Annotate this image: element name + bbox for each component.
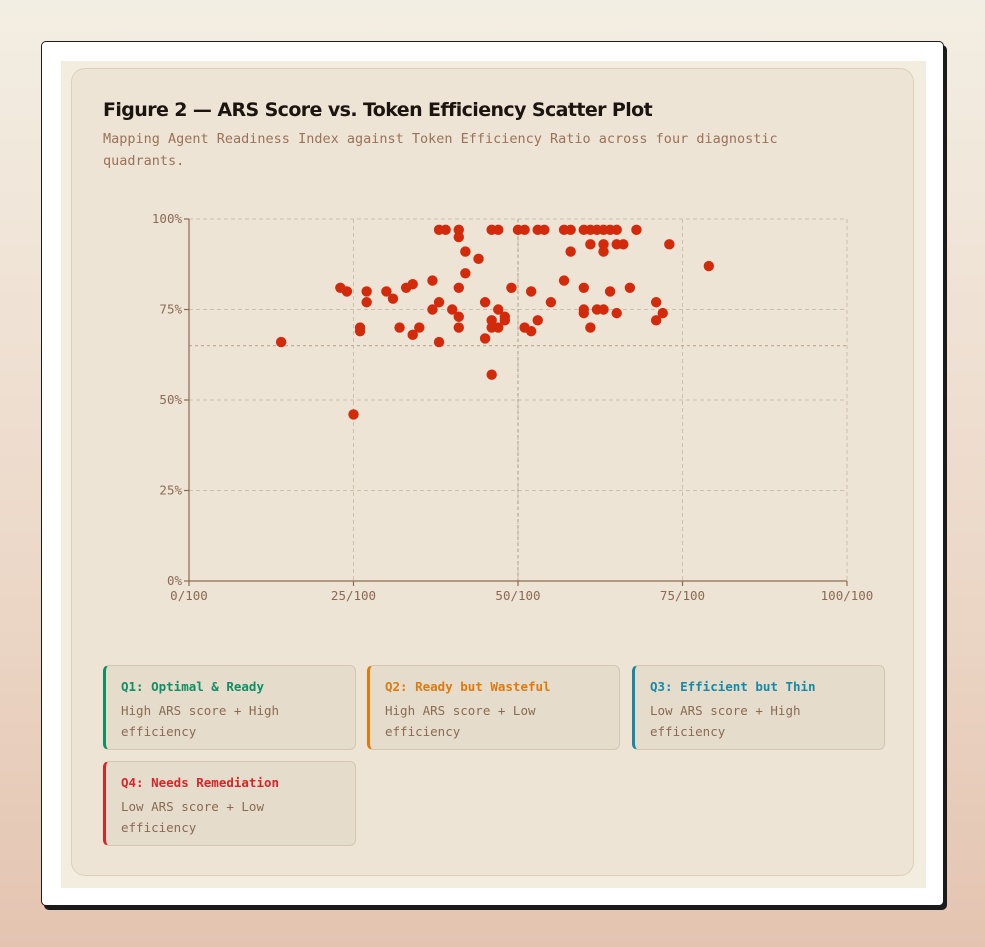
y-tick-label: 100% <box>152 211 183 226</box>
data-point <box>493 304 504 315</box>
data-point <box>519 224 530 236</box>
data-point <box>506 282 517 293</box>
y-tick-label: 75% <box>159 302 182 317</box>
tick-labels: 0% 25% 50% 75% 100% 0/100 25/100 50/100 75/100 10… <box>152 211 873 603</box>
data-point <box>703 260 715 272</box>
figure-title: Figure 2 — ARS Score vs. Token Efficienc… <box>103 99 653 121</box>
data-point <box>499 315 511 326</box>
data-point <box>585 239 596 250</box>
data-point <box>578 307 589 319</box>
y-tick-label: 25% <box>159 483 182 498</box>
x-tick-label: 100/100 <box>821 588 874 603</box>
data-point <box>427 275 438 286</box>
legend-q2: Q2: Ready but Wasteful High ARS score + … <box>367 665 620 750</box>
y-tick-label: 50% <box>159 392 182 407</box>
x-tick-label: 0/100 <box>170 588 208 603</box>
data-point <box>578 282 589 293</box>
data-point <box>565 246 576 257</box>
data-point <box>558 275 570 286</box>
legend-q2-desc: High ARS score + Low efficiency <box>385 703 536 739</box>
data-point <box>453 282 464 293</box>
data-point <box>433 297 445 308</box>
data-point <box>414 322 425 333</box>
legend-q1-label: Q1: Optimal & Ready <box>121 679 264 694</box>
data-point <box>440 224 451 236</box>
legend-q1: Q1: Optimal & Ready High ARS score + Hig… <box>103 665 356 750</box>
legend-q3: Q3: Efficient but Thin Low ARS score + H… <box>632 665 885 750</box>
data-point <box>525 286 537 297</box>
data-point <box>565 224 576 236</box>
data-point <box>618 239 629 250</box>
data-point <box>493 224 504 236</box>
x-tick-label: 50/100 <box>495 588 540 603</box>
data-point <box>381 286 392 297</box>
data-point <box>611 224 622 236</box>
data-point <box>493 322 504 333</box>
data-point <box>611 307 622 319</box>
data-point <box>539 224 550 236</box>
data-point <box>650 297 662 308</box>
data-point <box>479 297 491 308</box>
legend-q1-desc: High ARS score + High efficiency <box>121 703 280 739</box>
legend-q4: Q4: Needs Remediation Low ARS score + Lo… <box>103 761 356 846</box>
data-point <box>460 268 471 279</box>
window-frame: Figure 2 — ARS Score vs. Token Efficienc… <box>41 41 944 906</box>
x-tick-label: 75/100 <box>660 588 705 603</box>
data-point <box>354 326 366 337</box>
data-point <box>407 329 418 341</box>
data-point <box>387 293 399 304</box>
data-point <box>433 336 445 348</box>
data-point <box>407 278 418 290</box>
data-point <box>657 307 668 319</box>
data-point <box>585 322 596 333</box>
data-point <box>631 224 642 236</box>
figure-card: Figure 2 — ARS Score vs. Token Efficienc… <box>71 68 914 876</box>
data-point <box>525 326 537 337</box>
data-point <box>460 246 471 257</box>
data-point <box>341 286 353 297</box>
data-point <box>664 239 675 250</box>
scatter-plot: 0% 25% 50% 75% 100% 0/100 25/100 50/100 75/100 10… <box>152 211 873 603</box>
data-point <box>361 286 372 297</box>
data-point <box>453 231 464 243</box>
data-point <box>624 282 636 293</box>
page-background: Figure 2 — ARS Score vs. Token Efficienc… <box>61 61 926 888</box>
data-point <box>486 315 497 326</box>
data-point <box>361 297 372 308</box>
data-point <box>479 333 491 344</box>
data-points <box>275 224 715 420</box>
legend-q2-label: Q2: Ready but Wasteful <box>385 679 551 694</box>
data-point <box>275 336 287 348</box>
y-tick-label: 0% <box>167 573 183 588</box>
data-point <box>394 322 405 333</box>
data-point <box>453 311 464 322</box>
data-point <box>447 304 458 315</box>
data-point <box>598 239 609 250</box>
data-point <box>598 304 609 315</box>
legend-q3-label: Q3: Efficient but Thin <box>650 679 816 694</box>
legend-q4-desc: Low ARS score + Low efficiency <box>121 799 264 835</box>
legend-q4-label: Q4: Needs Remediation <box>121 775 280 790</box>
data-point <box>453 224 464 236</box>
legend-q3-desc: Low ARS score + High efficiency <box>650 703 801 739</box>
figure-subtitle: Mapping Agent Readiness Index against To… <box>103 131 778 169</box>
data-point <box>486 369 497 380</box>
x-tick-label: 25/100 <box>331 588 376 603</box>
data-point <box>650 315 662 326</box>
data-point <box>473 253 484 265</box>
data-point <box>348 409 359 420</box>
data-point <box>604 286 616 297</box>
data-point <box>598 246 609 257</box>
data-point <box>453 322 464 333</box>
threshold-lines <box>189 219 847 581</box>
data-point <box>427 304 438 315</box>
data-point <box>545 297 557 308</box>
data-point <box>532 315 543 326</box>
